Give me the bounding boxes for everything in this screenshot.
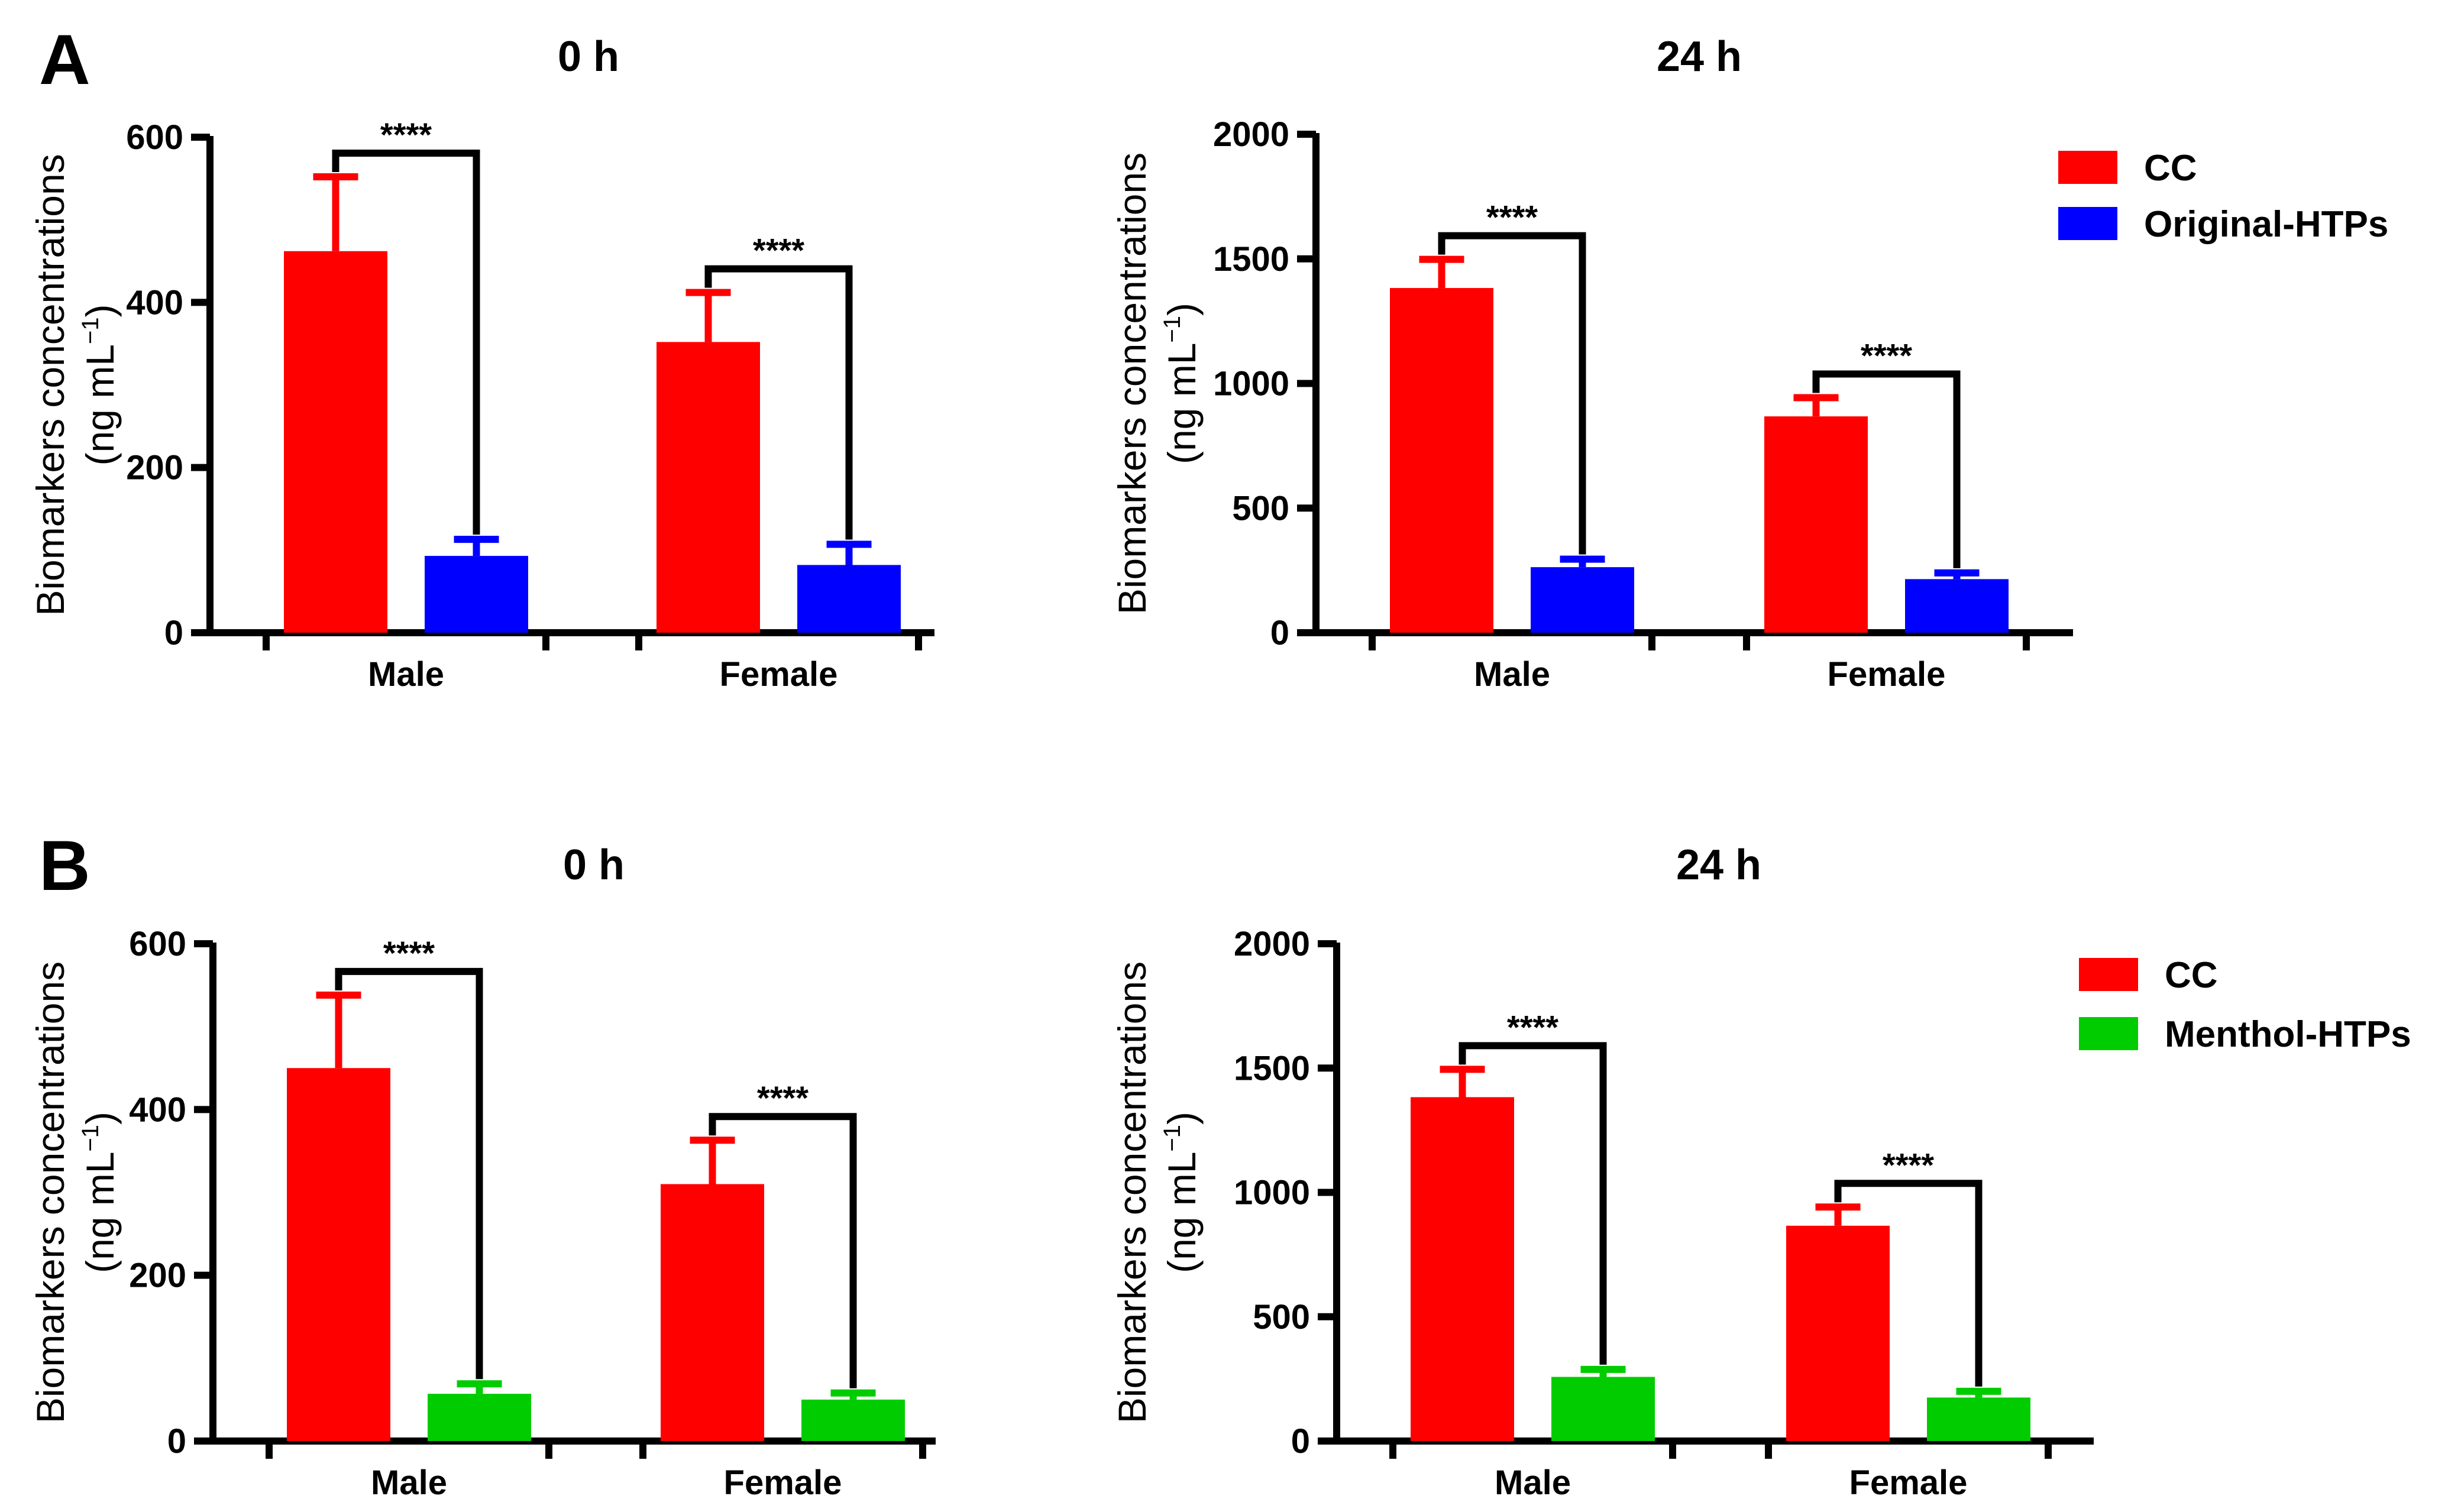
bar-htps bbox=[428, 1394, 531, 1441]
y-tick-label: 200 bbox=[126, 449, 183, 487]
significance-label: **** bbox=[753, 232, 804, 269]
legend-b: CC Menthol-HTPs bbox=[2079, 955, 2411, 1055]
significance-label: **** bbox=[380, 116, 432, 153]
y-tick-label: 200 bbox=[129, 1257, 186, 1295]
category-label: Female bbox=[1828, 655, 1946, 694]
y-tick-label: 0 bbox=[167, 1422, 186, 1461]
y-axis-label: Biomarkers concentrations bbox=[28, 154, 72, 616]
bar-htps bbox=[1927, 1397, 2030, 1441]
bar-htps bbox=[1551, 1377, 1655, 1441]
legend-swatch-menthol-htps bbox=[2079, 1017, 2138, 1050]
chart-b-24h: 24 h Biomarkers concentrations (ng mL−1) 0 5… bbox=[1110, 841, 2094, 1502]
y-tick-label: 0 bbox=[1291, 1422, 1310, 1461]
y-tick-label: 0 bbox=[164, 614, 183, 652]
y-axis-label: Biomarkers concentrations bbox=[1110, 153, 1154, 614]
bar-cc bbox=[284, 251, 387, 633]
bar-htps bbox=[797, 565, 901, 633]
bar-cc bbox=[1390, 288, 1493, 633]
y-tick-label: 2000 bbox=[1234, 925, 1310, 963]
bar-cc bbox=[657, 342, 760, 633]
significance-bracket bbox=[1812, 370, 1961, 568]
y-tick-label: 1000 bbox=[1213, 365, 1289, 403]
y-axis-unit: (ng mL−1) bbox=[77, 1112, 122, 1273]
panel-label-a: A bbox=[39, 20, 90, 99]
chart-b-0h: 0 h Biomarkers concentrations (ng mL−1) 0 20… bbox=[28, 841, 936, 1502]
category-label: Female bbox=[1849, 1464, 1968, 1502]
y-tick-label: 600 bbox=[129, 925, 186, 963]
y-tick-label: 2000 bbox=[1213, 115, 1289, 154]
bar-cc bbox=[1411, 1097, 1514, 1441]
bar-cc bbox=[1764, 416, 1868, 633]
y-axis-label: Biomarkers concentrations bbox=[28, 961, 72, 1423]
category-label: Male bbox=[371, 1464, 447, 1502]
y-axis-unit: (ng mL−1) bbox=[1159, 303, 1204, 464]
legend-label-cc: CC bbox=[2144, 148, 2197, 189]
legend-swatch-original-htps bbox=[2058, 207, 2117, 240]
significance-bracket bbox=[704, 265, 853, 540]
y-tick-label: 600 bbox=[126, 118, 183, 157]
significance-label: **** bbox=[757, 1079, 809, 1116]
category-label: Male bbox=[1495, 1464, 1571, 1502]
category-label: Male bbox=[368, 655, 444, 694]
y-axis-unit: (ng mL−1) bbox=[77, 304, 122, 465]
category-label: Female bbox=[720, 655, 838, 694]
bar-cc bbox=[287, 1068, 390, 1441]
significance-label: **** bbox=[1883, 1146, 1934, 1183]
chart-title: 0 h bbox=[558, 33, 619, 80]
y-tick-label: 400 bbox=[129, 1090, 186, 1129]
legend-a: CC Original-HTPs bbox=[2058, 148, 2388, 245]
bar-htps bbox=[1905, 579, 2009, 633]
bar-htps bbox=[801, 1399, 905, 1441]
significance-bracket bbox=[1459, 1042, 1607, 1365]
bar-cc bbox=[661, 1184, 764, 1441]
bar-htps bbox=[425, 556, 528, 633]
significance-label: **** bbox=[383, 934, 435, 972]
y-axis-label: Biomarkers concentrations bbox=[1110, 961, 1154, 1423]
y-tick-label: 1500 bbox=[1213, 240, 1289, 279]
chart-a-24h: 24 h Biomarkers concentrations (ng mL−1) 0 5… bbox=[1110, 33, 2073, 694]
chart-title: 0 h bbox=[563, 841, 625, 889]
bar-htps bbox=[1531, 567, 1634, 633]
y-tick-label: 0 bbox=[1270, 614, 1289, 652]
category-label: Male bbox=[1474, 655, 1550, 694]
y-tick-label: 400 bbox=[126, 283, 183, 322]
y-tick-label: 1500 bbox=[1234, 1049, 1310, 1087]
bar-cc bbox=[1786, 1225, 1890, 1441]
chart-title: 24 h bbox=[1676, 841, 1761, 889]
chart-a-0h: 0 h Biomarkers concentrations (ng mL−1) 0 20… bbox=[28, 33, 934, 694]
legend-swatch-cc bbox=[2058, 151, 2117, 184]
legend-label-cc-b: CC bbox=[2165, 955, 2218, 996]
significance-label: **** bbox=[1507, 1008, 1558, 1045]
significance-bracket bbox=[332, 150, 480, 535]
category-label: Female bbox=[724, 1464, 842, 1502]
y-axis-unit: (ng mL−1) bbox=[1159, 1112, 1204, 1273]
significance-label: **** bbox=[1861, 337, 1912, 374]
significance-bracket bbox=[1438, 232, 1586, 555]
legend-swatch-cc-b bbox=[2079, 958, 2138, 991]
panel-label-b: B bbox=[39, 826, 90, 905]
significance-label: **** bbox=[1486, 199, 1538, 236]
legend-label-menthol-htps: Menthol-HTPs bbox=[2165, 1014, 2411, 1055]
significance-bracket bbox=[1834, 1180, 1983, 1387]
y-tick-label: 1000 bbox=[1234, 1174, 1310, 1212]
significance-bracket bbox=[709, 1113, 857, 1388]
chart-title: 24 h bbox=[1657, 33, 1742, 80]
y-tick-label: 500 bbox=[1232, 489, 1289, 527]
y-tick-label: 500 bbox=[1253, 1298, 1310, 1336]
legend-label-original-htps: Original-HTPs bbox=[2144, 204, 2388, 245]
significance-bracket bbox=[335, 967, 483, 1380]
